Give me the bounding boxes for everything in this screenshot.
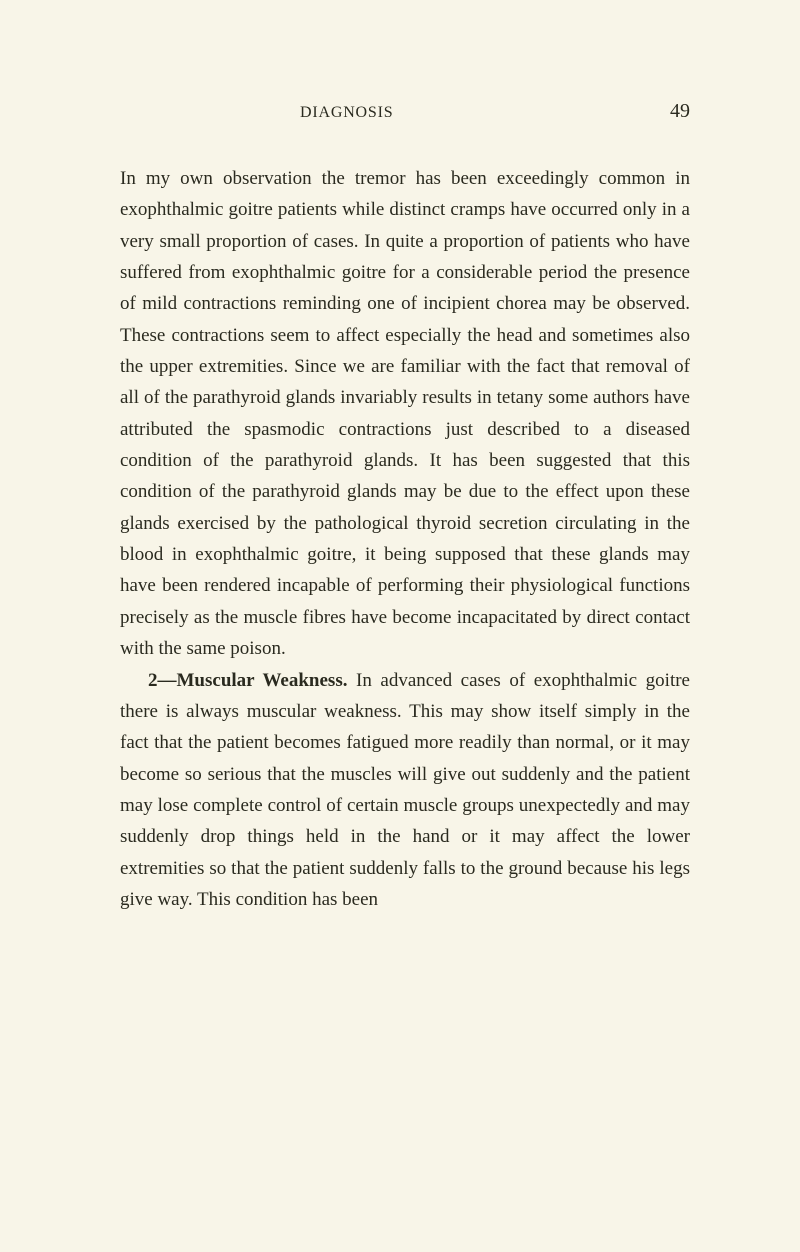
page-number: 49 [670,100,690,123]
paragraph-2: 2—Muscular Weakness. In advanced cases o… [120,665,690,916]
paragraph-2-label: 2—Muscular Weakness. [148,670,347,691]
section-title: DIAGNOSIS [300,104,393,122]
page-header: DIAGNOSIS 49 [120,100,690,123]
body-text: In my own observation the tremor has bee… [120,163,690,915]
paragraph-2-text: In advanced cases of exophthalmic goitre… [120,670,690,910]
paragraph-1: In my own observation the tremor has bee… [120,163,690,665]
